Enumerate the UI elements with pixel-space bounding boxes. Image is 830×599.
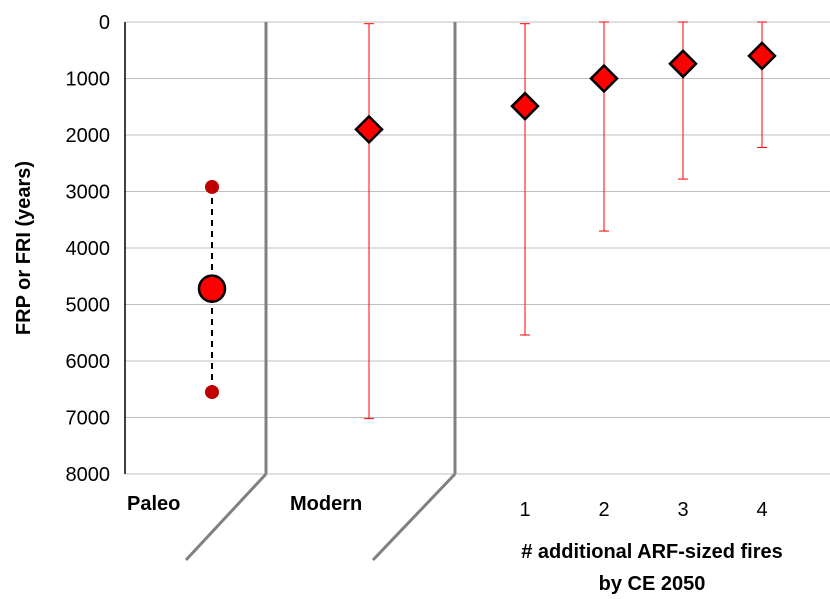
future-1-point: [510, 91, 540, 121]
modern-point: [354, 114, 384, 145]
group-separators: [184, 22, 457, 562]
y-tick-label-5000: 5000: [66, 295, 111, 317]
paleo-lower-bound-point: [205, 179, 219, 194]
future-3-point: [668, 49, 698, 79]
y-tick-label-4000: 4000: [66, 238, 111, 260]
group-label-paleo: Paleo: [127, 493, 180, 515]
paleo-upper-bound-point: [205, 385, 219, 400]
group-label-modern: Modern: [290, 493, 362, 515]
x-category-label-3: 3: [677, 499, 688, 521]
x-category-label-1: 1: [519, 499, 530, 521]
separator-diagonal-1: [184, 472, 268, 562]
gridlines: [125, 21, 830, 475]
y-tick-label-7000: 7000: [66, 408, 111, 430]
y-tick-label-8000: 8000: [66, 464, 111, 486]
future-4-point: [747, 41, 777, 71]
y-tick-label-3000: 3000: [66, 182, 111, 204]
future-2-point: [589, 63, 619, 94]
separator-diagonal-2: [371, 472, 457, 562]
y-tick-label-2000: 2000: [66, 125, 111, 147]
x-axis-title-line-2: by CE 2050: [599, 573, 706, 595]
y-tick-labels: 0 1000 2000 3000 4000 5000 6000 7000 8000: [66, 12, 111, 486]
y-axis-title: FRP or FRI (years): [13, 161, 35, 335]
y-tick-label-1000: 1000: [66, 69, 111, 91]
x-category-label-2: 2: [598, 499, 609, 521]
y-tick-label-0: 0: [99, 12, 110, 34]
x-axis-title-line-1: # additional ARF-sized fires: [521, 541, 783, 563]
paleo-point: [197, 274, 227, 303]
x-category-labels: 1 2 3 4: [519, 499, 767, 521]
x-category-label-4: 4: [756, 499, 767, 521]
data-marks: [197, 21, 777, 420]
y-tick-label-6000: 6000: [66, 351, 111, 373]
